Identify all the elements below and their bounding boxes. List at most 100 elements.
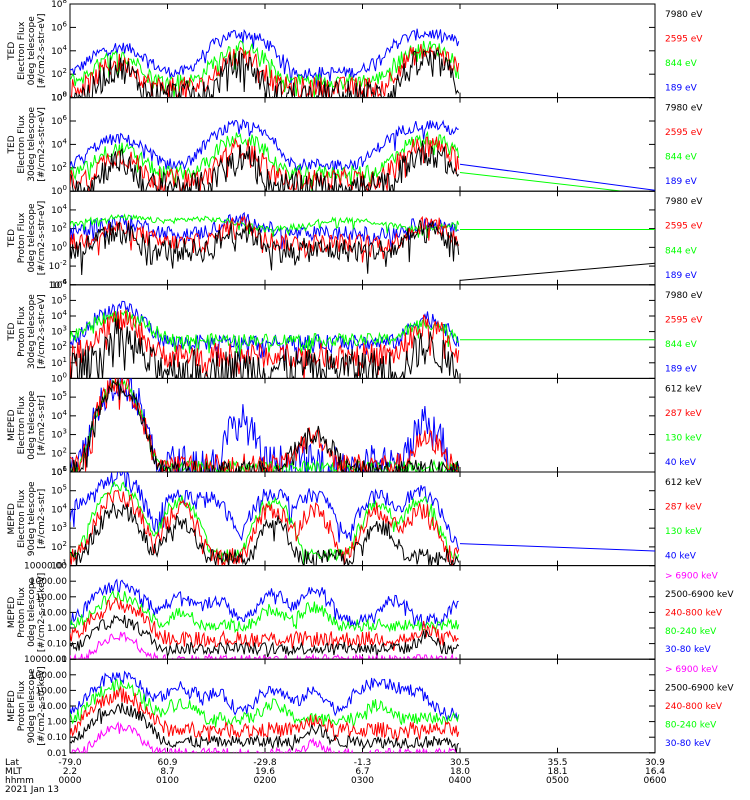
x-axis-row-label: MLT [5, 767, 23, 777]
y-axis-label-line: TED [7, 322, 17, 341]
y-axis-label-line: TED [7, 229, 17, 248]
y-tick-label: 103 [51, 521, 67, 534]
legend-entry: 7980 eV [665, 291, 703, 301]
y-axis-label-line: Electron Flux [17, 395, 27, 454]
series-line-black [70, 501, 460, 566]
y-tick-label: 100 [51, 184, 67, 197]
y-axis-label-line: TED [7, 42, 17, 61]
x-tick-label-time: 0600 [644, 776, 667, 786]
series-line-blue [70, 211, 459, 250]
series-line-magenta [70, 631, 458, 660]
y-tick-label: 106 [51, 114, 67, 127]
y-axis-label-line: Electron Flux [17, 21, 27, 80]
x-tick-label-time: 0500 [546, 776, 569, 786]
legend-entry: 844 eV [665, 340, 698, 350]
legend-entry: 240-800 keV [665, 702, 723, 712]
y-axis-label: TEDElectron Flux0deg telescope[#/cm2-s-s… [7, 14, 47, 89]
y-tick-label: 1.00 [47, 624, 67, 634]
legend-entry: 30-80 keV [665, 739, 711, 749]
series-line-red [70, 685, 460, 743]
series-extension-blue [459, 543, 655, 552]
y-tick-label: 106 [51, 20, 67, 33]
legend-entry: 80-240 keV [665, 720, 717, 730]
legend-entry: 40 keV [665, 458, 697, 468]
legend-entry: 2595 eV [665, 315, 703, 325]
y-axis-label: MEPEDProton Flux0deg telescope[#/cm2-s-s… [7, 573, 47, 652]
x-tick-label-lat: 30.9 [645, 758, 665, 768]
y-axis-label-line: Proton Flux [17, 586, 27, 637]
y-tick-label: 10.00 [41, 702, 67, 712]
x-tick-label-time: 0200 [254, 776, 277, 786]
x-tick-label-mlt: 18.1 [547, 767, 567, 777]
legend-entry: 189 eV [665, 177, 698, 187]
legend-entry: 844 eV [665, 246, 698, 256]
y-axis-label-line: [#/cm2-s-str-eV] [37, 14, 47, 89]
legend-entry: 40 keV [665, 552, 697, 562]
y-tick-label: 0.10 [47, 733, 67, 743]
panel-2: 100 102 104 106 108 TEDElectron Flux30deg tel… [7, 91, 703, 198]
y-tick-label: 108 [51, 0, 67, 10]
legend-entry: 130 keV [665, 433, 702, 443]
series-line-green [70, 589, 460, 634]
y-tick-label: 0.01 [47, 655, 67, 665]
date-label: 2021 Jan 13 [5, 785, 59, 795]
x-tick-label-mlt: 6.7 [355, 767, 369, 777]
series-group [70, 670, 460, 753]
y-axis-label-line: [#/cm2-s-str-eV] [37, 201, 47, 276]
legend-entry: 287 keV [665, 503, 702, 513]
y-tick-label: 102 [51, 161, 67, 174]
y-tick-label: 1.00 [47, 718, 67, 728]
x-tick-label-lat: 35.5 [547, 758, 567, 768]
x-tick-label-time: 0000 [59, 776, 82, 786]
y-axis-label-line: 0deg telescope [27, 577, 37, 647]
y-tick-label: 102 [51, 446, 67, 459]
series-line-black [70, 49, 460, 98]
x-tick-label-lat: -79.0 [58, 758, 82, 768]
y-axis-label-line: 30deg telescope [27, 294, 37, 369]
y-tick-label: 10.00 [41, 608, 67, 618]
series-line-blue [70, 118, 459, 175]
series-line-red [70, 378, 460, 472]
legend-entry: 7980 eV [665, 10, 703, 20]
series-line-black [70, 318, 459, 379]
y-axis-label-line: MEPED [7, 690, 17, 722]
legend-entry: 130 keV [665, 527, 702, 537]
legend-entry: > 6900 keV [665, 665, 719, 675]
y-tick-label: 104 [51, 409, 67, 422]
panel-frame [69, 377, 656, 473]
series-line-green [70, 309, 459, 358]
series-line-red [70, 136, 460, 192]
series-extension-green [459, 171, 623, 192]
series-line-red [70, 309, 460, 379]
x-tick-label-mlt: 16.4 [645, 767, 665, 777]
legend-entry: 189 eV [665, 271, 698, 281]
y-axis-label-line: 0deg telescope [27, 390, 37, 460]
y-tick-label: 100.00 [36, 686, 68, 696]
y-tick-label: 102 [51, 540, 67, 553]
panel-frame [69, 658, 656, 754]
series-line-red [70, 489, 460, 566]
x-axis-row-label: Lat [5, 758, 20, 768]
legend-entry: 189 eV [665, 364, 698, 374]
series-group [70, 211, 655, 281]
legend-entry: 2595 eV [665, 128, 703, 138]
y-tick-label: 100.00 [36, 593, 68, 603]
y-axis-label-line: MEPED [7, 597, 17, 629]
series-line-blue [70, 28, 460, 89]
y-tick-label: 104 [51, 309, 67, 322]
y-axis-label-line: TED [7, 135, 17, 154]
y-tick-label: 10-2 [49, 259, 67, 272]
series-group [70, 578, 460, 660]
x-tick-label-lat: 30.5 [450, 758, 470, 768]
x-axis-row-label: hhmm [5, 776, 34, 786]
x-tick-label-mlt: 18.0 [450, 767, 470, 777]
series-line-red [70, 597, 459, 651]
x-tick-label-mlt: 19.6 [255, 767, 275, 777]
legend-entry: 844 eV [665, 153, 698, 163]
y-axis-label-line: [#/cm2-s-str-keV] [37, 573, 47, 652]
